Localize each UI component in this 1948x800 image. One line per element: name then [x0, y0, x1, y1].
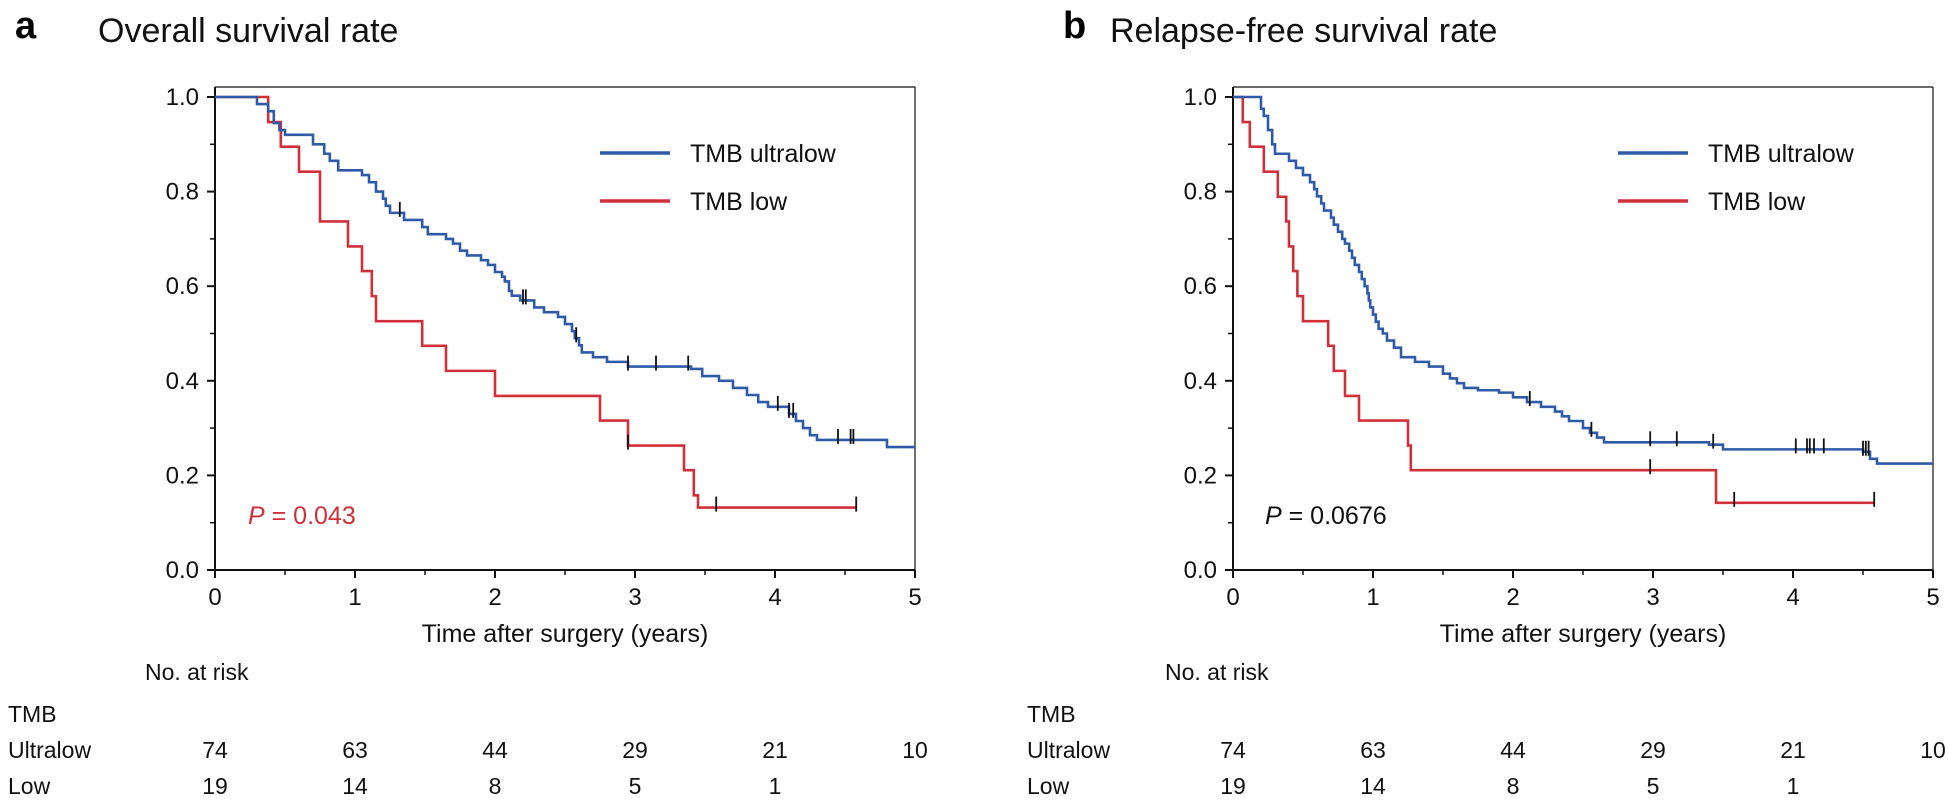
- risk-value: 21: [1780, 737, 1806, 763]
- panel-a: a Overall survival rate 0.0 0.2 0.4 0.6 0.8 1.0…: [8, 5, 928, 799]
- series-line-ultralow: [215, 95, 915, 449]
- y-tick-label: 0.2: [1184, 462, 1217, 489]
- legend-label: TMB ultralow: [690, 140, 837, 168]
- p-value-prefix: P: [1265, 502, 1282, 530]
- panel-letter: b: [1063, 5, 1086, 47]
- x-tick-label: 1: [1366, 584, 1379, 611]
- y-tick-label: 0.4: [166, 368, 199, 395]
- risk-group-label: TMB: [8, 701, 57, 727]
- x-tick-label: 1: [348, 584, 361, 611]
- panel-b: b Relapse-free survival rate 0.0 0.2 0.4 0.6 0…: [1027, 5, 1946, 799]
- legend-label: TMB ultralow: [1708, 140, 1855, 168]
- risk-value: 74: [202, 737, 228, 763]
- x-tick-label: 3: [628, 584, 641, 611]
- risk-value: 44: [482, 737, 508, 763]
- p-value: P = 0.0676: [1265, 502, 1387, 530]
- x-axis-title: Time after surgery (years): [422, 620, 709, 648]
- y-tick-label: 1.0: [1184, 84, 1217, 111]
- legend-label: TMB low: [1708, 188, 1806, 216]
- legend-label: TMB low: [690, 188, 788, 216]
- risk-row-name: Ultralow: [8, 737, 91, 763]
- risk-value: 10: [902, 737, 928, 763]
- y-tick-label: 0.0: [1184, 557, 1217, 584]
- risk-value: 10: [1920, 737, 1946, 763]
- y-tick-label: 0.6: [166, 273, 199, 300]
- risk-value: 8: [1507, 773, 1520, 799]
- series-line-low: [1233, 95, 1875, 505]
- risk-value: 14: [1360, 773, 1386, 799]
- y-tick-label: 0.6: [1184, 273, 1217, 300]
- risk-value: 21: [762, 737, 788, 763]
- risk-value: 19: [202, 773, 228, 799]
- x-tick-label: 5: [1926, 584, 1939, 611]
- y-tick-label: 0.8: [1184, 179, 1217, 206]
- risk-row-name: Ultralow: [1027, 737, 1110, 763]
- x-tick-label: 5: [908, 584, 921, 611]
- series-line-low: [215, 95, 857, 509]
- risk-heading: No. at risk: [145, 659, 249, 685]
- x-tick-label: 3: [1646, 584, 1659, 611]
- risk-value: 63: [1360, 737, 1386, 763]
- risk-row-name: Low: [1027, 773, 1070, 799]
- risk-value: 19: [1220, 773, 1246, 799]
- x-tick-label: 0: [208, 584, 221, 611]
- y-tick-label: 0.0: [166, 557, 199, 584]
- risk-value: 5: [1647, 773, 1660, 799]
- y-tick-label: 0.2: [166, 462, 199, 489]
- p-value-prefix: P: [248, 502, 265, 530]
- x-tick-label: 2: [488, 584, 501, 611]
- risk-value: 29: [1640, 737, 1666, 763]
- panel-title: Overall survival rate: [98, 12, 398, 50]
- panel-title: Relapse-free survival rate: [1110, 12, 1497, 50]
- risk-value: 29: [622, 737, 648, 763]
- panel-letter: a: [15, 5, 37, 47]
- x-tick-label: 0: [1226, 584, 1239, 611]
- y-tick-label: 0.8: [166, 179, 199, 206]
- risk-row-name: Low: [8, 773, 51, 799]
- risk-value: 5: [629, 773, 642, 799]
- x-tick-label: 2: [1506, 584, 1519, 611]
- x-tick-label: 4: [768, 584, 781, 611]
- risk-value: 44: [1500, 737, 1526, 763]
- risk-group-label: TMB: [1027, 701, 1076, 727]
- risk-value: 14: [342, 773, 368, 799]
- p-value-text: = 0.043: [265, 502, 356, 530]
- risk-value: 8: [489, 773, 502, 799]
- p-value-text: = 0.0676: [1282, 502, 1387, 530]
- x-tick-label: 4: [1786, 584, 1799, 611]
- risk-value: 1: [769, 773, 782, 799]
- p-value: P = 0.043: [248, 502, 356, 530]
- risk-value: 63: [342, 737, 368, 763]
- y-tick-label: 1.0: [166, 84, 199, 111]
- risk-value: 1: [1787, 773, 1800, 799]
- risk-value: 74: [1220, 737, 1246, 763]
- y-tick-label: 0.4: [1184, 368, 1217, 395]
- x-axis-title: Time after surgery (years): [1440, 620, 1727, 648]
- risk-heading: No. at risk: [1165, 659, 1269, 685]
- series-line-ultralow: [1233, 95, 1933, 465]
